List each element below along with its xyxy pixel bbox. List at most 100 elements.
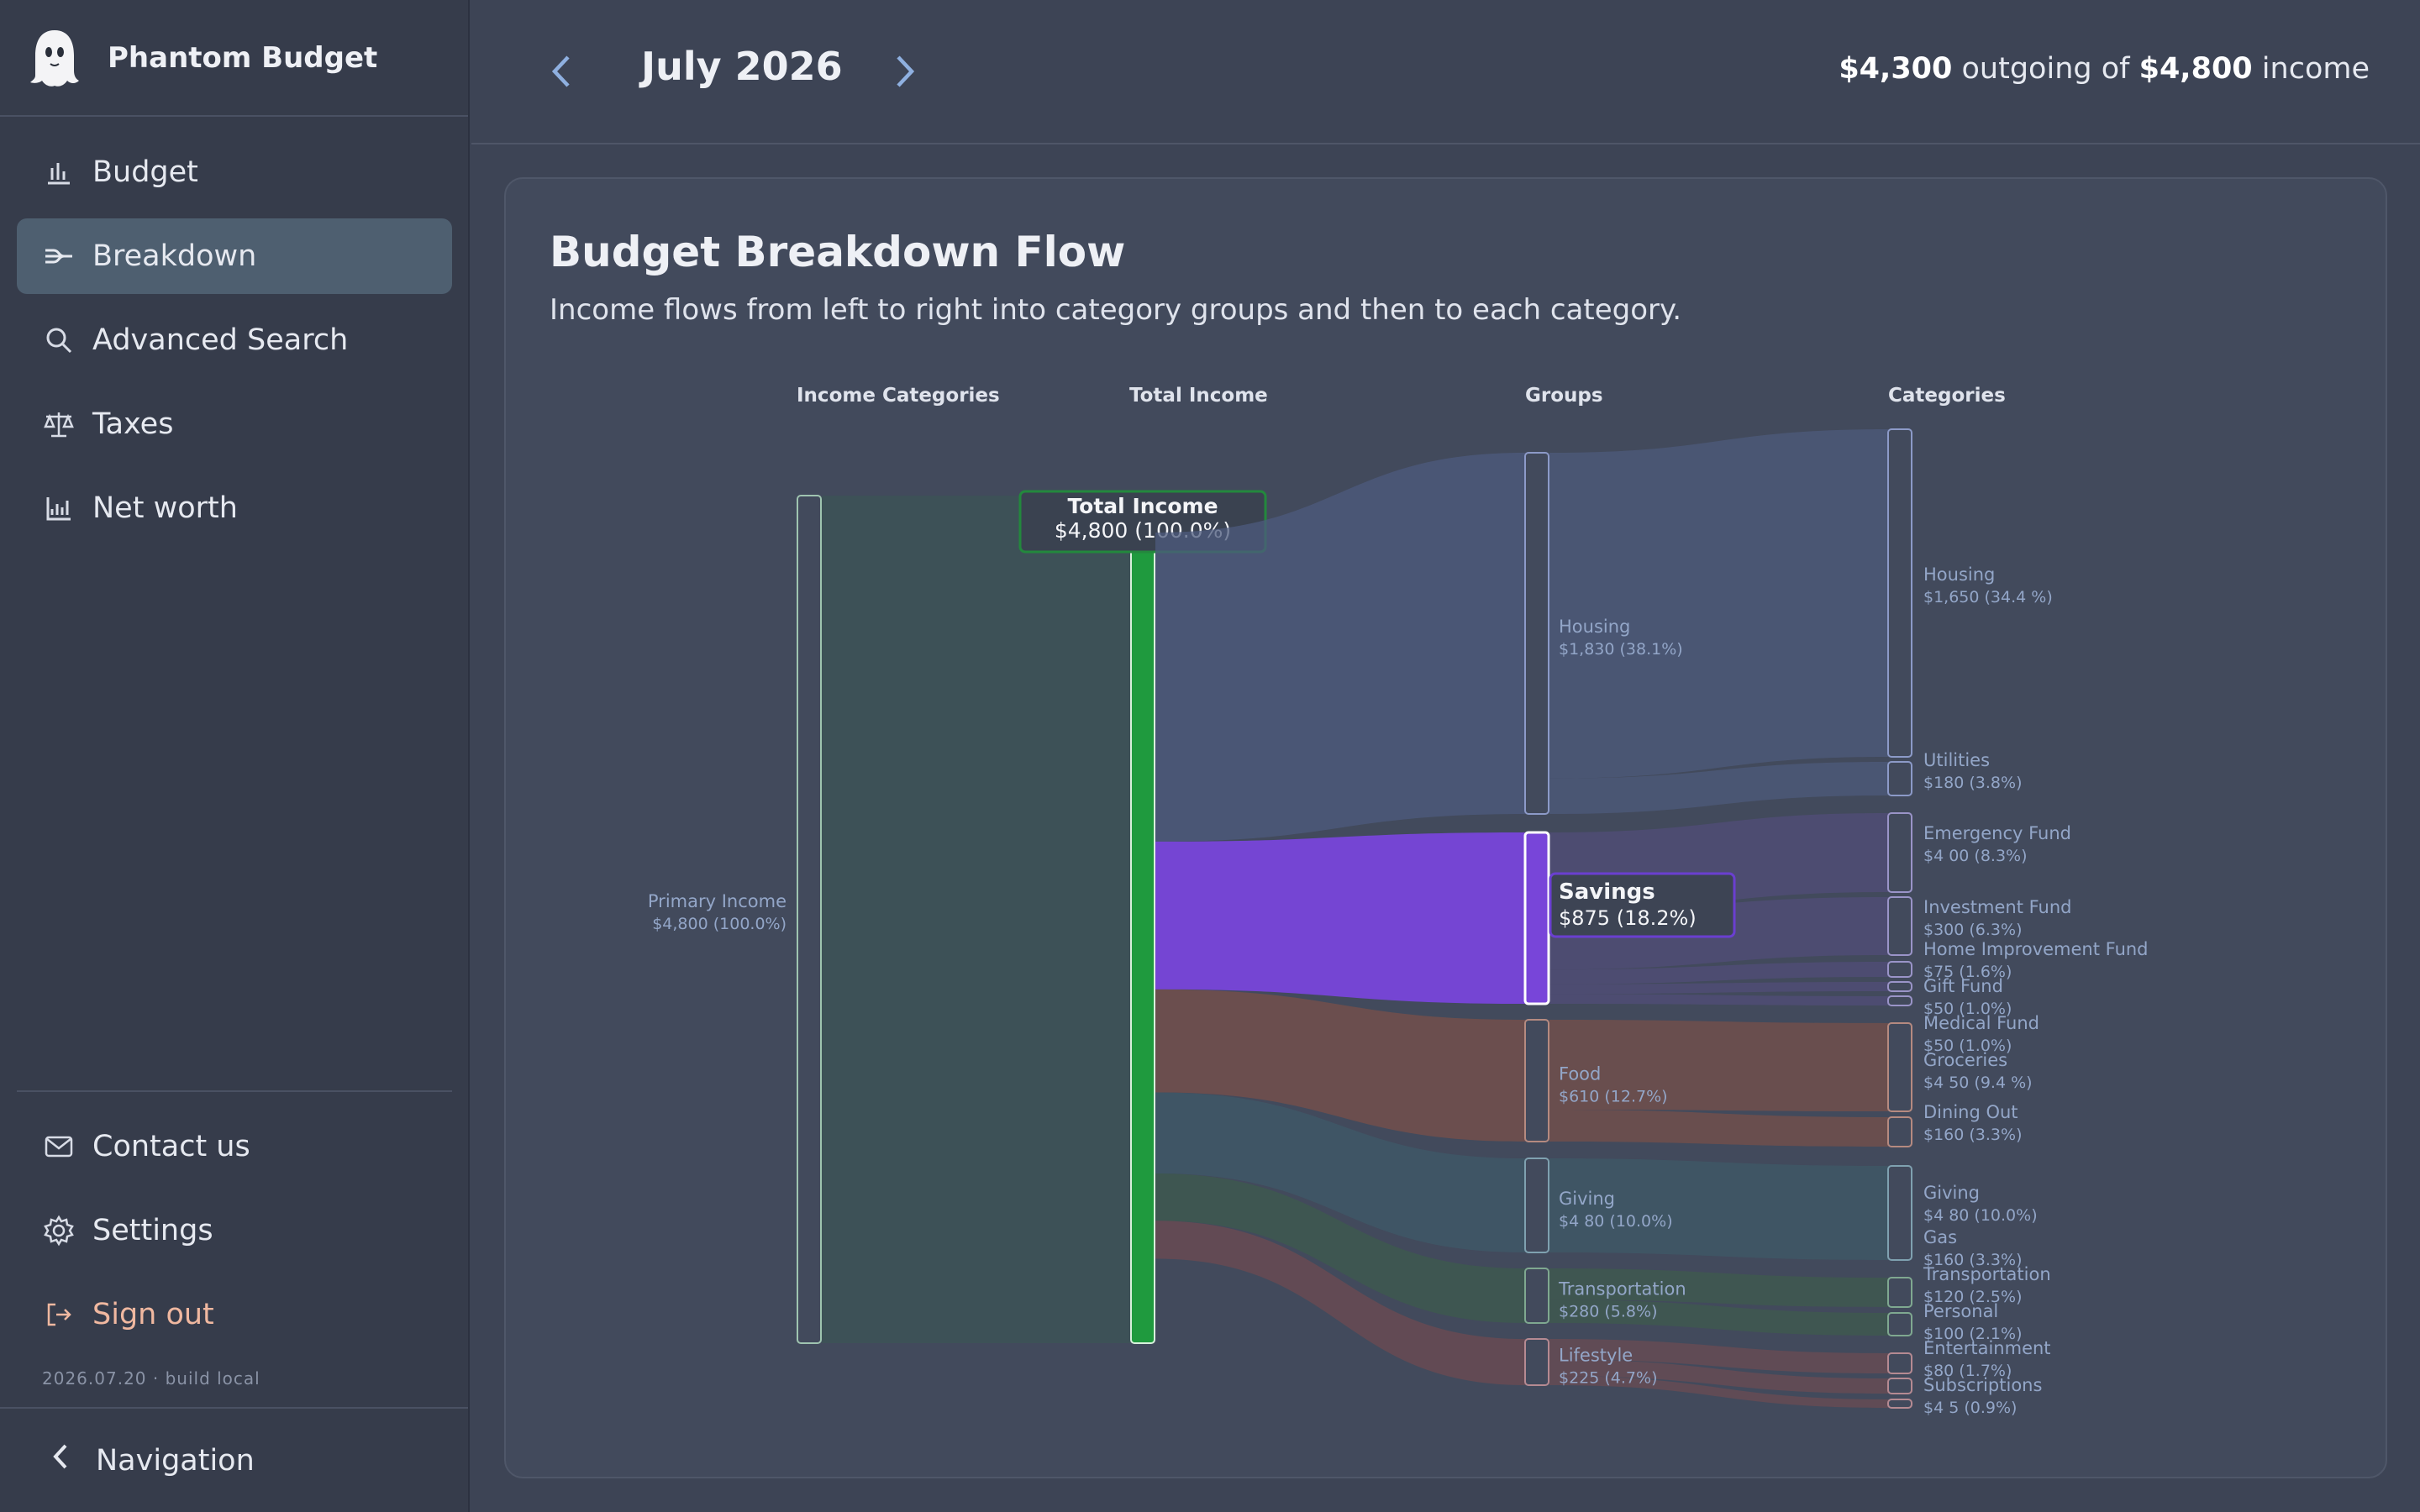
group-tooltip-title: Savings xyxy=(1559,879,1655,905)
flow-lifestyle-to-subscriptions xyxy=(1549,1376,1888,1408)
flow-giving-to-giving xyxy=(1549,1158,1888,1260)
savings-tooltip xyxy=(1549,872,1736,938)
group-node-lifestyle[interactable] xyxy=(1524,1338,1549,1386)
category-value-investment-fund: $300 (6.3%) xyxy=(1923,921,2023,939)
group-value-food: $610 (12.7%) xyxy=(1559,1088,1668,1106)
category-node-gift-fund[interactable] xyxy=(1887,981,1912,992)
category-value-subscriptions: $4 5 (0.9%) xyxy=(1923,1399,2017,1417)
group-label-giving: Giving xyxy=(1559,1189,1615,1209)
build-version: 2026.07.20 · build local xyxy=(42,1368,260,1389)
brand[interactable]: Phantom Budget xyxy=(0,0,468,117)
category-node-home-improvement-fund[interactable] xyxy=(1887,961,1912,978)
sidebar-item-advanced-search[interactable]: Advanced Search xyxy=(17,302,452,378)
total-income-title: Total Income xyxy=(1067,494,1218,518)
flow-food-to-dining-out xyxy=(1549,1109,1888,1147)
sidebar-item-label: Settings xyxy=(92,1214,213,1247)
app-name: Phantom Budget xyxy=(108,40,378,75)
category-node-housing[interactable] xyxy=(1887,428,1912,758)
sidebar-item-label: Advanced Search xyxy=(92,323,349,357)
column-header-total-income: Total Income xyxy=(1129,385,1268,407)
line-chart-icon xyxy=(42,491,76,525)
flow-savings-to-home-improvement-fund xyxy=(1549,962,1888,984)
group-node-housing[interactable] xyxy=(1524,452,1549,815)
income-node-value: $4,800 (100.0%) xyxy=(652,915,786,933)
mail-icon xyxy=(42,1130,76,1163)
outgoing-text: outgoing of xyxy=(1961,52,2130,86)
flow-icon xyxy=(42,239,76,273)
flow-total-to-savings xyxy=(1155,832,1525,1004)
flow-total-to-lifestyle xyxy=(1155,1221,1525,1385)
category-node-utilities[interactable] xyxy=(1887,761,1912,796)
category-label-subscriptions: Subscriptions xyxy=(1923,1375,2042,1395)
sidebar-item-contact[interactable]: Contact us xyxy=(17,1109,452,1184)
income-node-primary-income[interactable] xyxy=(797,495,822,1344)
income-text: income xyxy=(2261,52,2370,86)
chevron-left-icon xyxy=(50,1442,71,1478)
flow-total-to-food xyxy=(1155,989,1525,1142)
group-value-lifestyle: $225 (4.7%) xyxy=(1559,1369,1658,1388)
next-month-button[interactable] xyxy=(888,50,922,92)
bar-chart-icon xyxy=(42,155,76,189)
ghost-logo-icon xyxy=(30,29,79,87)
category-value-dining-out: $160 (3.3%) xyxy=(1923,1126,2023,1144)
category-node-gas[interactable] xyxy=(1887,1277,1912,1308)
total-income-node[interactable] xyxy=(1130,532,1155,1344)
category-node-transportation[interactable] xyxy=(1887,1312,1912,1336)
category-label-entertainment: Entertainment xyxy=(1923,1338,2051,1358)
flow-housing-to-housing xyxy=(1549,429,1888,779)
navigation-label: Navigation xyxy=(96,1443,255,1478)
category-node-medical-fund[interactable] xyxy=(1887,995,1912,1006)
group-label-lifestyle: Lifestyle xyxy=(1559,1346,1633,1366)
scale-icon xyxy=(42,407,76,441)
income-node-label: Primary Income xyxy=(648,891,786,911)
group-node-transportation[interactable] xyxy=(1524,1268,1549,1324)
category-node-emergency-fund[interactable] xyxy=(1887,812,1912,893)
sidebar-item-taxes[interactable]: Taxes xyxy=(17,386,452,462)
group-value-transportation: $280 (5.8%) xyxy=(1559,1303,1658,1321)
category-node-personal[interactable] xyxy=(1887,1352,1912,1374)
sidebar-item-label: Breakdown xyxy=(92,239,257,273)
group-tooltip-value: $875 (18.2%) xyxy=(1559,906,1697,930)
sidebar-item-sign-out[interactable]: Sign out xyxy=(17,1277,452,1352)
flow-transportation-to-transportation xyxy=(1549,1299,1888,1336)
budget-summary: $4,300 outgoing of $4,800 income xyxy=(1839,52,2370,86)
category-value-medical-fund: $50 (1.0%) xyxy=(1923,1037,2012,1055)
income-amount: $4,800 xyxy=(2139,52,2253,86)
category-label-emergency-fund: Emergency Fund xyxy=(1923,823,2071,843)
sidebar-item-net-worth[interactable]: Net worth xyxy=(17,470,452,546)
category-label-personal: Personal xyxy=(1923,1301,1998,1321)
category-node-investment-fund[interactable] xyxy=(1887,896,1912,956)
sidebar-item-label: Budget xyxy=(92,155,198,189)
sankey-chart[interactable]: Income Categories Total Income Groups Categ… xyxy=(506,179,2386,1477)
category-label-dining-out: Dining Out xyxy=(1923,1102,2018,1122)
column-header-income-categories: Income Categories xyxy=(797,385,1000,407)
flow-savings-to-medical-fund xyxy=(1549,994,1888,1005)
group-label-transportation: Transportation xyxy=(1558,1279,1686,1299)
category-label-gas: Gas xyxy=(1923,1227,1957,1247)
group-node-savings[interactable] xyxy=(1523,831,1550,1005)
navigation-toggle[interactable]: Navigation xyxy=(0,1407,468,1512)
flow-income-to-total xyxy=(822,496,1130,1343)
group-node-food[interactable] xyxy=(1524,1019,1549,1142)
flow-lifestyle-to-entertainment xyxy=(1549,1359,1888,1394)
header: July 2026 $4,300 outgoing of $4,800 inco… xyxy=(471,0,2420,144)
flow-food-to-groceries xyxy=(1549,1020,1888,1111)
category-node-subscriptions[interactable] xyxy=(1887,1399,1912,1409)
sidebar-item-breakdown[interactable]: Breakdown xyxy=(17,218,452,294)
group-value-giving: $4 80 (10.0%) xyxy=(1559,1212,1673,1231)
category-node-giving[interactable] xyxy=(1887,1165,1912,1261)
gear-icon xyxy=(42,1214,76,1247)
category-node-dining-out[interactable] xyxy=(1887,1116,1912,1147)
flow-savings-to-gift-fund xyxy=(1549,982,1888,995)
group-node-giving[interactable] xyxy=(1524,1158,1549,1253)
previous-month-button[interactable] xyxy=(544,50,578,92)
category-value-gift-fund: $50 (1.0%) xyxy=(1923,1000,2012,1018)
sidebar-item-budget[interactable]: Budget xyxy=(17,134,452,210)
category-value-personal: $100 (2.1%) xyxy=(1923,1325,2023,1343)
category-value-gas: $160 (3.3%) xyxy=(1923,1251,2023,1269)
category-value-utilities: $180 (3.8%) xyxy=(1923,774,2023,792)
sidebar-item-settings[interactable]: Settings xyxy=(17,1193,452,1268)
category-node-entertainment[interactable] xyxy=(1887,1378,1912,1394)
category-node-groceries[interactable] xyxy=(1887,1022,1912,1112)
category-label-giving: Giving xyxy=(1923,1183,1980,1203)
